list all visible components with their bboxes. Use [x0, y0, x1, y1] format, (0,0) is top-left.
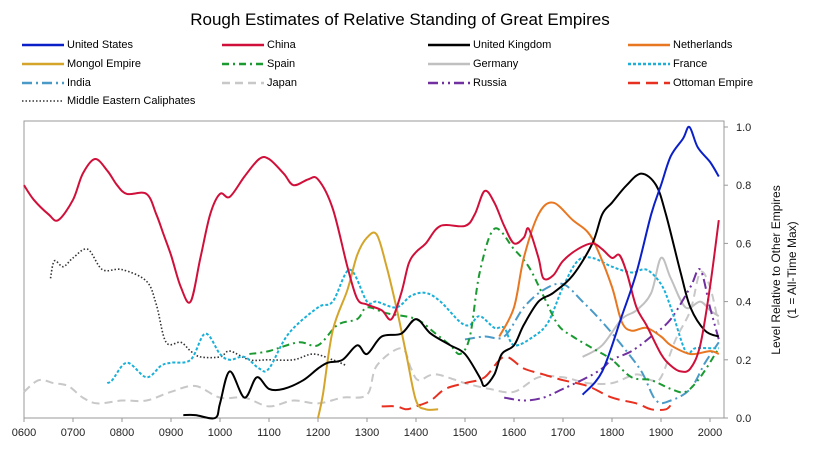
x-tick-label: 1400	[404, 427, 428, 439]
legend-label: Netherlands	[673, 39, 733, 51]
x-tick-label: 0700	[61, 427, 85, 439]
series-line-netherlands	[498, 201, 720, 356]
legend: United States China United Kingdom Netherla…	[0, 0, 834, 112]
legend-swatch	[628, 43, 670, 47]
legend-label: Spain	[267, 58, 296, 70]
series-line-france	[106, 256, 719, 385]
legend-label: France	[673, 58, 708, 70]
y-tick-label: 0.6	[736, 238, 751, 250]
plot-frame	[23, 120, 725, 419]
legend-item-mongol-empire: Mongol Empire	[22, 57, 141, 71]
legend-label: United Kingdom	[473, 39, 552, 51]
y-tick-label: 0.4	[736, 297, 751, 309]
x-tick-label: 0900	[159, 427, 183, 439]
y-axis-label: Level Relative to Other Empires	[769, 185, 783, 354]
series-line-united-states	[581, 125, 720, 396]
chart-title: Rough Estimates of Relative Standing of …	[190, 10, 610, 29]
x-tick-label: 1500	[453, 427, 477, 439]
series-line-india	[464, 282, 720, 405]
y-axis-label-note: (1 = All-Time Max)	[785, 221, 799, 318]
x-tick-label: 1000	[208, 427, 232, 439]
series-line-china	[23, 156, 720, 373]
legend-label: India	[67, 77, 91, 89]
series-line-united-kingdom	[183, 172, 720, 420]
legend-swatch	[428, 81, 470, 85]
legend-swatch	[22, 100, 64, 102]
series-line-germany	[582, 256, 720, 358]
legend-item-france: France	[628, 57, 707, 71]
legend-label: Japan	[267, 77, 297, 89]
y-tick-label: 0.8	[736, 180, 751, 192]
legend-swatch	[222, 62, 264, 66]
y-tick-label: 0.2	[736, 355, 751, 367]
legend-item-india: India	[22, 76, 91, 90]
x-tick-label: 1700	[551, 427, 575, 439]
series-line-mongol-empire	[317, 231, 439, 419]
x-tick-label: 1100	[257, 427, 281, 439]
x-tick-label: 1800	[600, 427, 624, 439]
series-line-russia	[504, 268, 720, 402]
series-line-ottoman-empire	[381, 355, 673, 411]
legend-swatch	[22, 43, 64, 47]
legend-item-china: China	[222, 38, 296, 52]
legend-swatch	[428, 43, 470, 47]
x-tick-label: 1300	[355, 427, 379, 439]
legend-item-spain: Spain	[222, 57, 295, 71]
x-tick-label: 1600	[502, 427, 526, 439]
x-tick-label: 1900	[649, 427, 673, 439]
legend-swatch	[22, 62, 64, 66]
x-tick-label: 1200	[306, 427, 330, 439]
legend-swatch	[628, 81, 670, 85]
series-line-spain	[249, 227, 720, 394]
legend-label: Germany	[473, 58, 519, 70]
legend-swatch	[22, 81, 64, 85]
legend-item-netherlands: Netherlands	[628, 38, 732, 52]
legend-item-germany: Germany	[428, 57, 518, 71]
legend-label: China	[267, 39, 296, 51]
legend-label: Ottoman Empire	[673, 77, 754, 89]
legend-item-ottoman-empire: Ottoman Empire	[628, 76, 753, 90]
legend-label: United States	[67, 39, 134, 51]
legend-item-russia: Russia	[428, 76, 507, 90]
legend-item-united-kingdom: United Kingdom	[428, 38, 551, 52]
y-tick-label: 0.0	[736, 413, 751, 425]
legend-swatch	[428, 62, 470, 66]
x-tick-label: 0600	[12, 427, 36, 439]
x-tick-label: 0800	[110, 427, 134, 439]
legend-label: Mongol Empire	[67, 58, 141, 70]
legend-item-middle-eastern-caliphates: Middle Eastern Caliphates	[22, 94, 195, 108]
legend-label: Middle Eastern Caliphates	[67, 95, 196, 107]
series-line-japan	[23, 270, 720, 408]
legend-label: Russia	[473, 77, 507, 89]
y-tick-label: 1.0	[736, 122, 751, 134]
legend-item-japan: Japan	[222, 76, 297, 90]
x-tick-label: 2000	[698, 427, 722, 439]
legend-swatch	[222, 43, 264, 47]
legend-item-united-states: United States	[22, 38, 133, 52]
legend-swatch	[628, 62, 670, 66]
legend-swatch	[222, 81, 264, 85]
